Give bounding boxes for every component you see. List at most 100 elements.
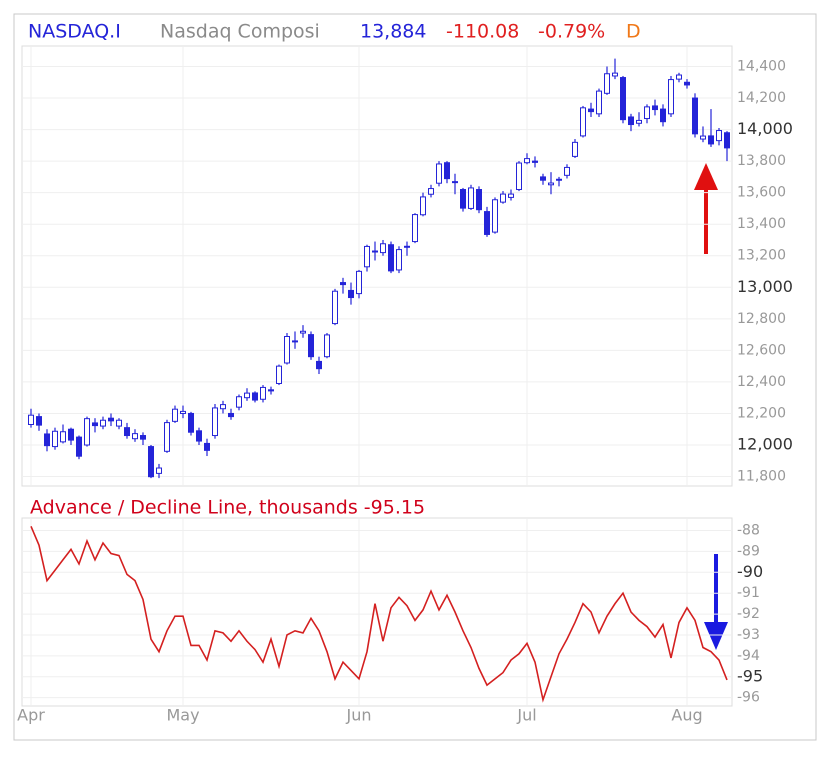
candle-body (380, 243, 386, 254)
candle-body (516, 162, 522, 191)
candle-body (372, 250, 378, 253)
x-tick-label: May (166, 706, 199, 725)
candle-body (644, 106, 650, 120)
candle-body (84, 418, 90, 446)
candle-body (580, 107, 586, 137)
candle-body (548, 182, 554, 186)
up-arrow (694, 163, 718, 254)
candle-body (428, 188, 434, 195)
candle-body (564, 166, 570, 176)
price-change-pct: -0.79% (538, 21, 605, 43)
candle-body (500, 193, 506, 203)
candle-body (220, 404, 226, 410)
y-tick-label: 14,200 (737, 90, 786, 106)
candle-body (388, 244, 394, 272)
candle-body (620, 77, 626, 121)
candle-body (436, 163, 442, 184)
candle-body (700, 135, 706, 140)
candle-body (356, 270, 362, 295)
down-arrow (704, 554, 728, 650)
candle-body (676, 74, 682, 80)
candle-body (268, 389, 274, 392)
x-tick-label: Jun (346, 706, 372, 725)
candle-body (444, 162, 450, 180)
y-tick-label: 13,400 (737, 216, 786, 232)
ad-line (30, 526, 728, 703)
candle-body (284, 335, 290, 364)
y-tick-label: 14,400 (737, 59, 786, 75)
candle-body (52, 430, 58, 448)
y-tick-label: -95 (737, 666, 763, 685)
y-tick-label: -88 (737, 523, 760, 539)
candle-body (100, 419, 106, 427)
candle-body (588, 108, 594, 113)
candle-body (164, 422, 170, 452)
price-panel (21, 45, 733, 487)
candle-body (28, 414, 34, 425)
candle-body (524, 158, 530, 164)
y-tick-label: 12,000 (737, 434, 793, 453)
y-tick-label: 12,800 (737, 311, 786, 327)
candle-body (532, 160, 538, 163)
candle-body (180, 410, 186, 414)
y-tick-label: 14,000 (737, 119, 793, 138)
candle-body (708, 135, 714, 145)
candle-body (308, 334, 314, 358)
y-tick-label: 12,400 (737, 374, 786, 390)
candle-body (636, 119, 642, 124)
candle-body (724, 132, 730, 149)
candle-body (68, 428, 74, 441)
candle-body (396, 249, 402, 271)
candle-body (468, 187, 474, 209)
candle-body (92, 422, 98, 427)
candle-body (196, 430, 202, 442)
candle-body (292, 340, 298, 343)
candle-body (244, 392, 250, 399)
candle-body (60, 431, 66, 443)
x-tick-label: Aug (671, 706, 702, 725)
breadth-panel (21, 517, 733, 707)
candle-body (36, 416, 42, 426)
y-tick-label: 12,600 (737, 342, 786, 358)
symbol: NASDAQ.I (28, 21, 121, 43)
candle-body (556, 178, 562, 181)
candle-body (188, 412, 194, 433)
candle-body (716, 130, 722, 142)
y-tick-label: -96 (737, 690, 760, 706)
candle-body (340, 282, 346, 286)
candle-body (332, 290, 338, 325)
candle-body (692, 97, 698, 135)
candle-body (172, 408, 178, 422)
y-tick-label: -94 (737, 648, 760, 664)
candle-body (260, 386, 266, 400)
candle-body (204, 442, 210, 451)
candle-body (212, 407, 218, 437)
candle-body (684, 81, 690, 86)
candle-body (460, 189, 466, 209)
candle-body (660, 108, 666, 123)
y-tick-label: 13,200 (737, 248, 786, 264)
y-tick-label: 13,800 (737, 153, 786, 169)
breadth-title: Advance / Decline Line, thousands -95.15 (30, 497, 425, 519)
instrument-name: Nasdaq Composi (160, 21, 320, 43)
candle-body (572, 141, 578, 157)
candle-body (652, 105, 658, 111)
candle-body (132, 433, 138, 440)
candle-body (476, 189, 482, 211)
x-tick-label: Jul (516, 706, 536, 725)
candle-body (492, 199, 498, 233)
candle-body (276, 365, 282, 384)
candle-body (324, 334, 330, 358)
y-tick-label: -89 (737, 543, 760, 559)
candle-body (596, 90, 602, 115)
candle-body (44, 433, 50, 447)
candle-body (108, 417, 114, 422)
candle-body (252, 392, 258, 401)
y-tick-label: -92 (737, 606, 760, 622)
candle-body (348, 289, 354, 299)
x-tick-label: Apr (17, 706, 45, 725)
y-tick-label: 13,600 (737, 185, 786, 201)
y-tick-label: 12,200 (737, 405, 786, 421)
candle-body (604, 73, 610, 94)
